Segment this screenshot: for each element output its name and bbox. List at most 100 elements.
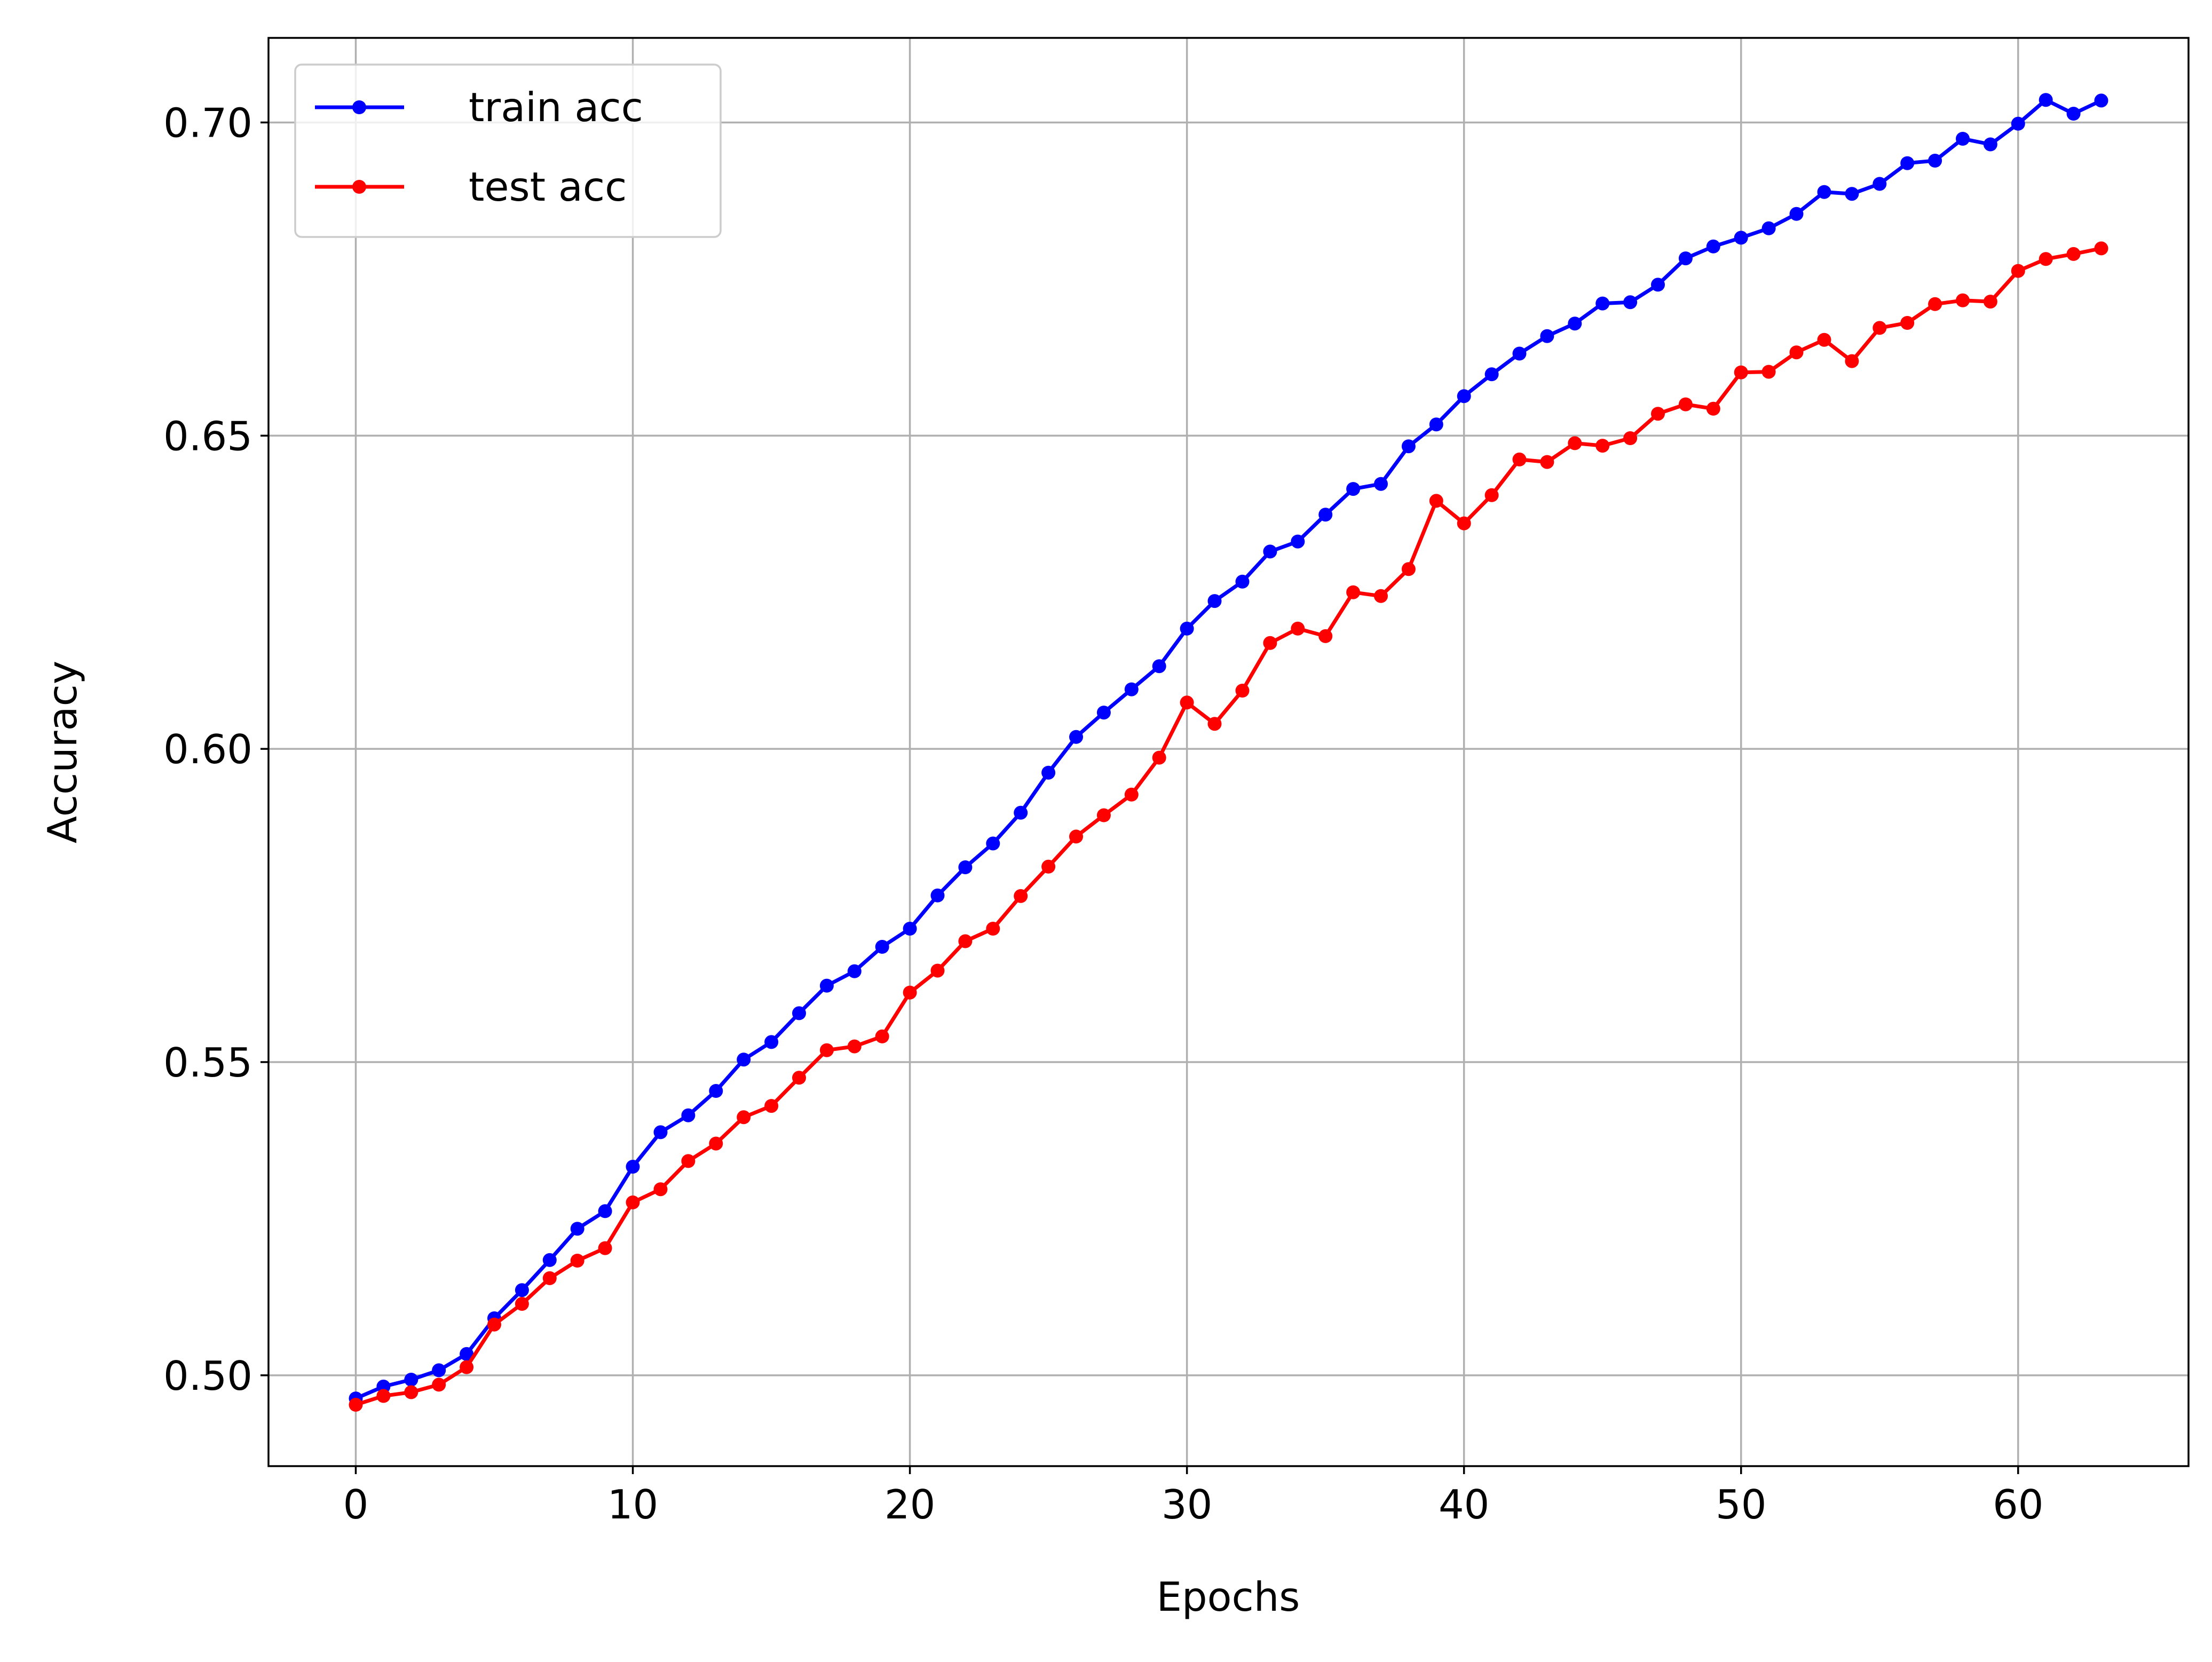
- data-point: [1457, 516, 1471, 531]
- data-point: [709, 1084, 723, 1098]
- data-point: [819, 978, 834, 993]
- data-point: [432, 1363, 446, 1378]
- data-point: [930, 888, 945, 903]
- x-tick-label: 40: [1439, 1481, 1489, 1528]
- x-tick-label: 0: [343, 1481, 369, 1528]
- data-point: [1623, 295, 1638, 310]
- data-point: [1595, 439, 1610, 453]
- axis-ticks: 0 10 20 30 40 50 60 0.50 0.55 0.60 0.65 0.70: [163, 99, 2044, 1528]
- data-point: [1540, 455, 1554, 469]
- data-point: [2094, 241, 2108, 256]
- data-point: [958, 860, 973, 874]
- data-point: [792, 1006, 806, 1020]
- data-point: [986, 836, 1000, 851]
- data-point: [515, 1283, 529, 1297]
- series-line-test-acc: [353, 246, 2104, 1407]
- data-point: [2011, 116, 2025, 131]
- data-point: [570, 1254, 584, 1268]
- series-train-acc: [349, 93, 2108, 1406]
- data-point: [515, 1297, 529, 1311]
- data-point: [1928, 154, 1942, 168]
- data-point: [2094, 93, 2108, 108]
- data-point: [1540, 329, 1554, 343]
- data-point: [764, 1099, 779, 1113]
- x-tick-label: 30: [1162, 1481, 1212, 1528]
- series-layer: [349, 93, 2108, 1412]
- data-point: [598, 1241, 612, 1255]
- data-point: [1956, 293, 1970, 307]
- data-point: [1180, 695, 1194, 710]
- data-point: [930, 963, 945, 978]
- data-point: [653, 1125, 668, 1139]
- data-point: [1457, 389, 1471, 403]
- data-point: [1207, 717, 1222, 731]
- data-point: [1900, 156, 1915, 170]
- x-tick-label: 10: [607, 1481, 658, 1528]
- data-point: [1124, 682, 1139, 697]
- data-point: [2066, 247, 2081, 261]
- data-point: [460, 1347, 474, 1361]
- series-line-train-acc: [353, 98, 2104, 1401]
- data-point: [764, 1035, 779, 1049]
- data-point: [1873, 321, 1887, 335]
- data-point: [1429, 417, 1443, 432]
- x-tick-label: 50: [1716, 1481, 1766, 1528]
- data-point: [1207, 594, 1222, 608]
- data-point: [349, 1398, 363, 1412]
- y-tick-label: 0.50: [163, 1352, 252, 1399]
- x-tick-label: 60: [1993, 1481, 2043, 1528]
- data-point: [1595, 296, 1610, 311]
- series-test-acc: [349, 241, 2108, 1412]
- data-point: [626, 1195, 640, 1209]
- data-point: [1678, 397, 1693, 411]
- data-point: [1318, 629, 1333, 643]
- data-point: [737, 1110, 751, 1125]
- data-point: [1734, 365, 1748, 379]
- data-point: [1734, 231, 1748, 245]
- data-point: [681, 1154, 696, 1168]
- data-point: [1761, 365, 1776, 379]
- data-point: [1041, 859, 1056, 874]
- data-point: [404, 1373, 418, 1387]
- plot-background: [268, 38, 2189, 1466]
- data-point: [2039, 93, 2053, 107]
- data-point: [1484, 367, 1499, 382]
- data-point: [847, 964, 862, 978]
- data-point: [903, 985, 917, 1000]
- data-point: [1845, 354, 1859, 368]
- data-point: [1678, 251, 1693, 266]
- data-point: [1041, 765, 1056, 780]
- data-point: [1374, 589, 1388, 603]
- x-axis-label: Epochs: [1157, 1573, 1300, 1620]
- data-point: [1401, 562, 1416, 576]
- x-tick-label: 20: [884, 1481, 935, 1528]
- data-point: [681, 1108, 696, 1122]
- data-point: [847, 1039, 862, 1054]
- data-point: [1568, 316, 1582, 331]
- data-point: [2066, 107, 2081, 121]
- data-point: [2039, 252, 2053, 266]
- y-axis-label: Accuracy: [39, 661, 86, 843]
- data-point: [1484, 488, 1499, 502]
- data-point: [1346, 585, 1361, 599]
- data-point: [432, 1378, 446, 1392]
- legend-marker-train-acc: [352, 100, 366, 114]
- data-point: [1983, 137, 1997, 152]
- data-point: [404, 1385, 418, 1399]
- data-point: [875, 940, 889, 954]
- data-point: [1263, 544, 1277, 559]
- data-point: [1401, 439, 1416, 454]
- data-point: [1180, 621, 1194, 636]
- data-point: [1318, 508, 1333, 522]
- data-point: [1623, 431, 1638, 445]
- y-tick-label: 0.60: [163, 726, 252, 773]
- data-point: [376, 1389, 391, 1403]
- legend-label-test-acc: test acc: [469, 163, 627, 210]
- data-point: [1651, 278, 1665, 292]
- data-point: [1235, 684, 1250, 698]
- data-point: [1568, 436, 1582, 450]
- data-point: [1900, 316, 1915, 330]
- data-point: [737, 1052, 751, 1067]
